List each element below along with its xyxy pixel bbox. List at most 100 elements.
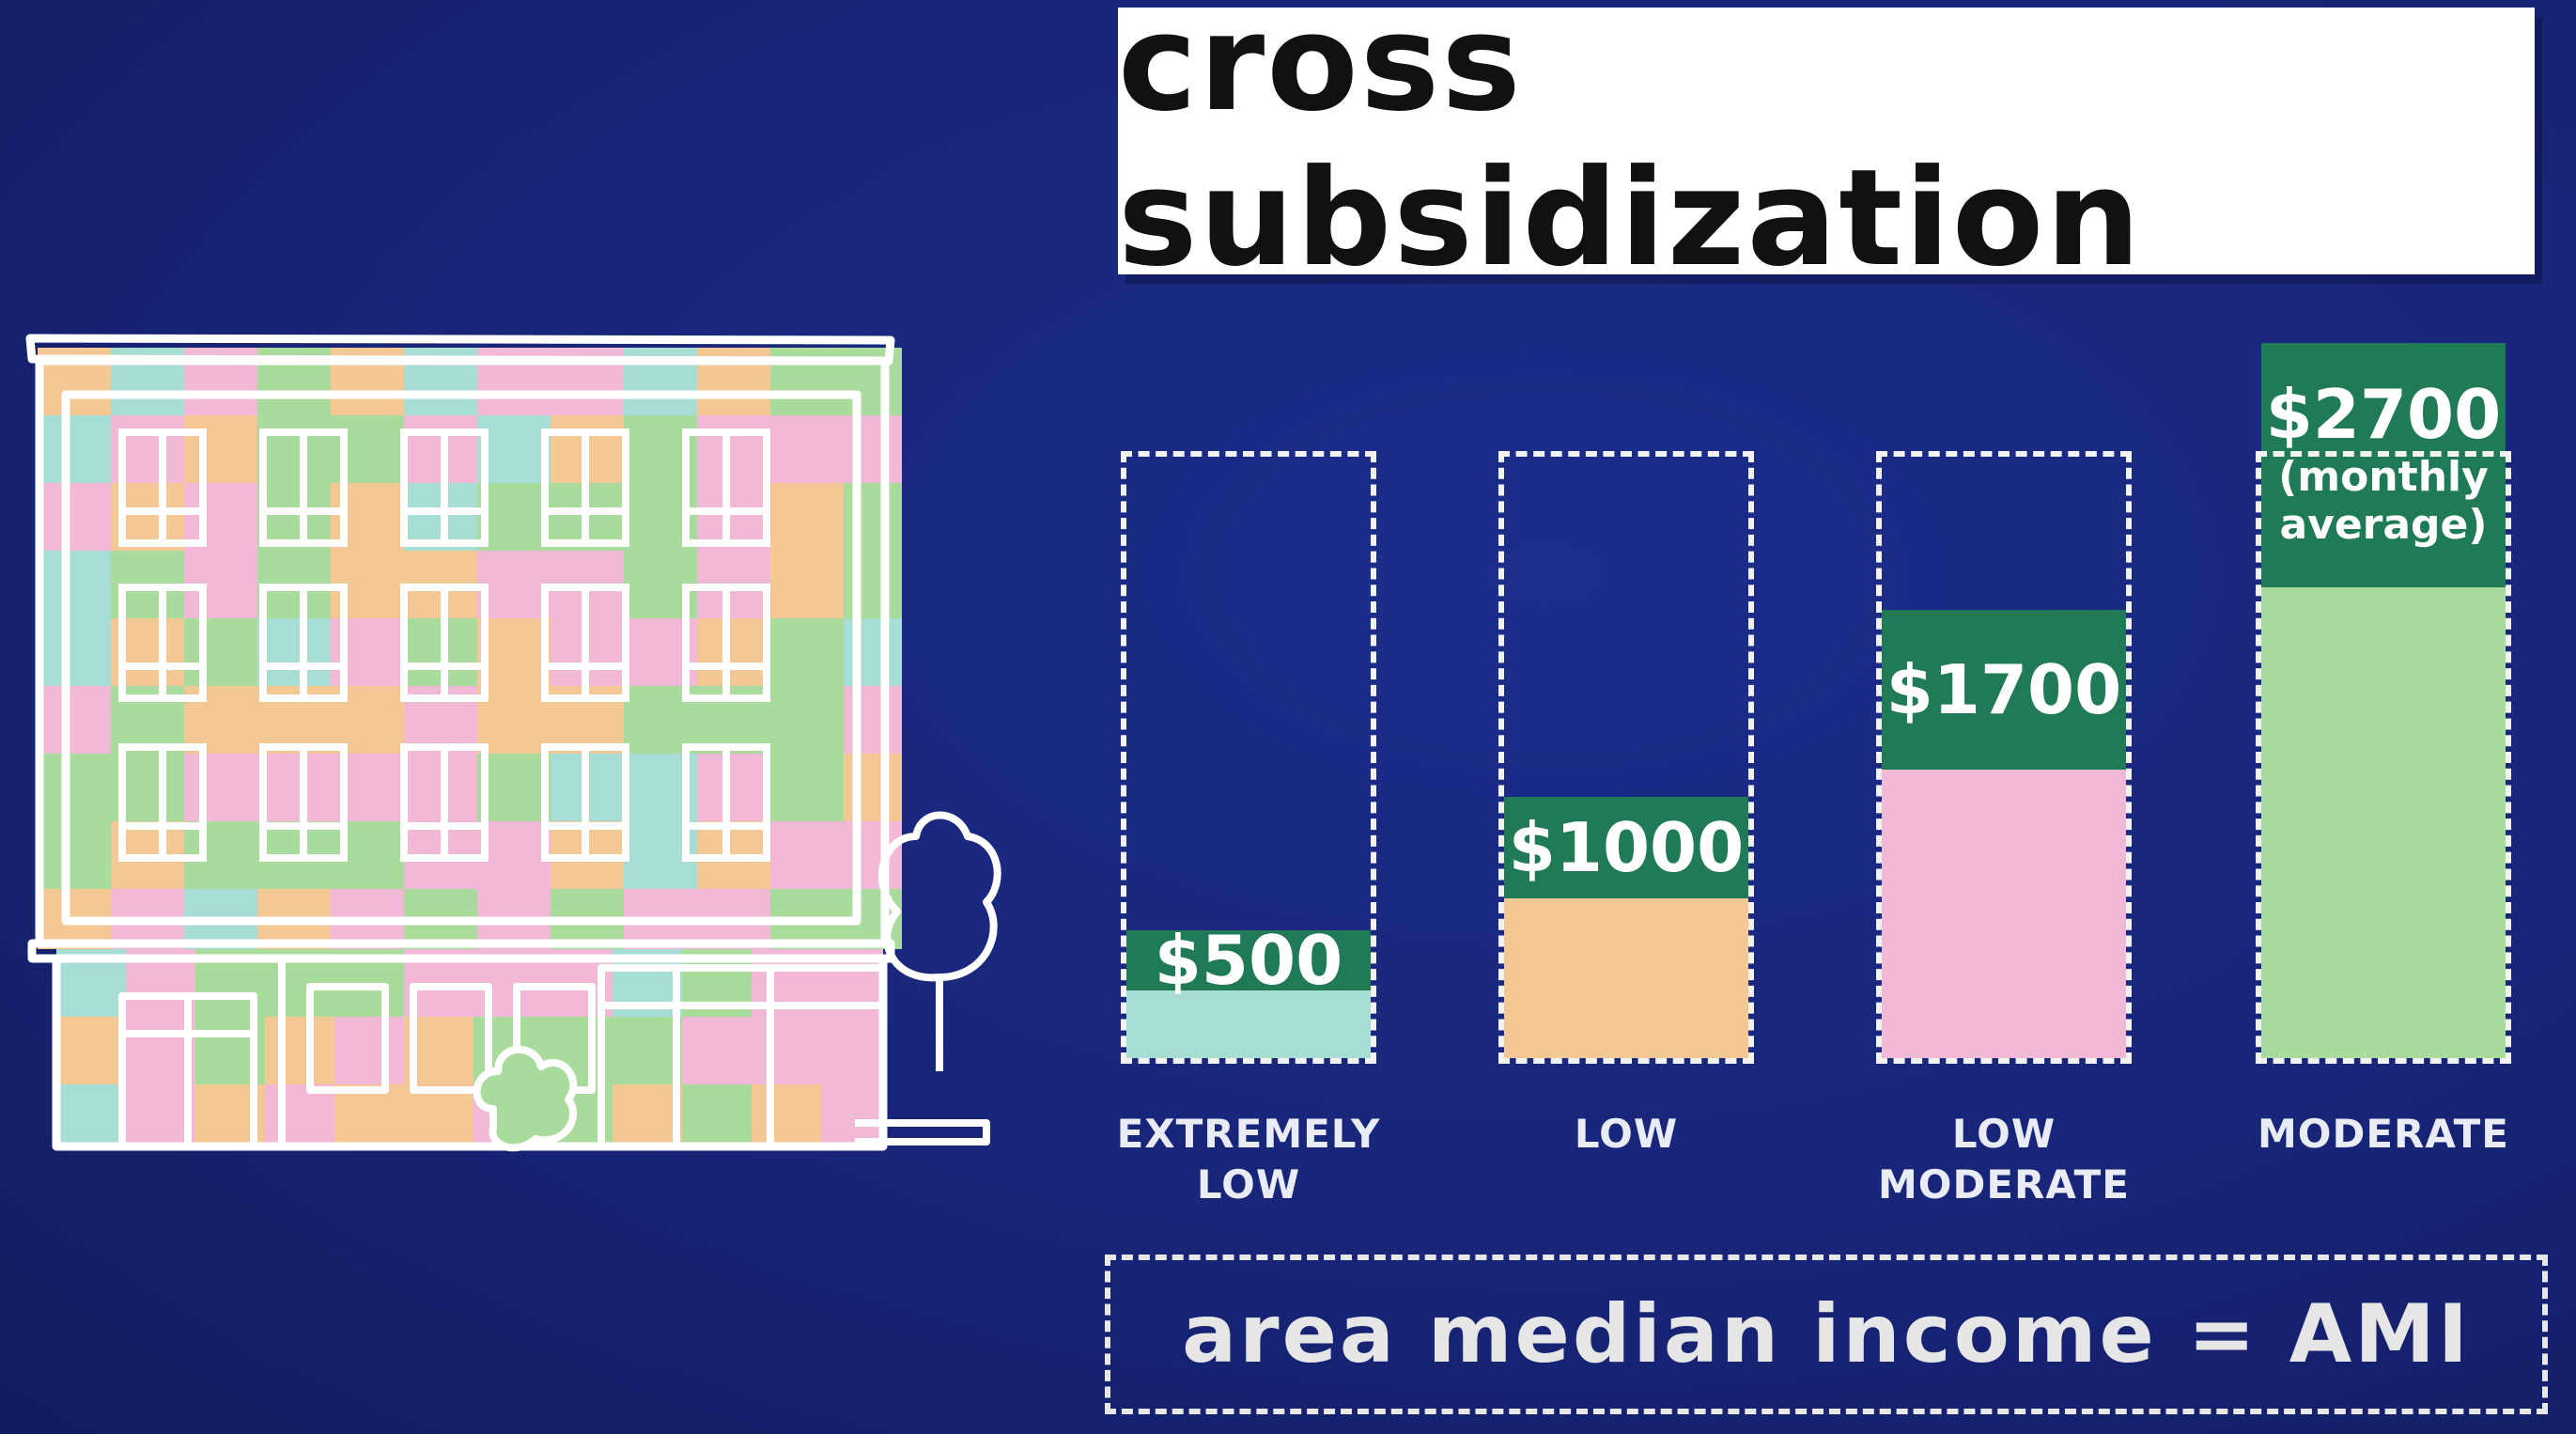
facade-tile (477, 483, 551, 551)
bar-value-tag: $500 (1126, 927, 1371, 994)
bar-note-line-1: (monthly (2278, 453, 2489, 502)
bar-value-tag: $1000 (1504, 796, 1748, 898)
window (541, 743, 629, 862)
facade-tile (38, 686, 111, 754)
facade-tile (38, 821, 111, 889)
bar-fill (2261, 587, 2506, 1058)
category-line-1: LOW (1574, 1111, 1679, 1157)
bar-fill (1882, 770, 2126, 1058)
window (541, 429, 629, 547)
window (118, 429, 207, 547)
bar-low: $1000 (1498, 451, 1754, 1064)
facade-tile (770, 754, 844, 821)
category-line-1: LOW (1951, 1111, 2056, 1157)
ground-planter (855, 1119, 990, 1146)
facade-tile (184, 618, 257, 686)
facade-tile (477, 686, 551, 754)
category-line-1: EXTREMELY (1116, 1111, 1381, 1157)
bar-note-line-2: average) (2279, 501, 2488, 549)
facade-tiles-upper (38, 348, 902, 949)
ami-definition-box: area median income = AMI (1105, 1255, 2548, 1414)
facade-tile (770, 618, 844, 686)
facade-tile (770, 551, 844, 618)
facade-tile (477, 754, 551, 821)
apartment-building-icon (25, 334, 1001, 1152)
window-grid (118, 429, 770, 862)
facade-tile (477, 618, 551, 686)
facade-tile (334, 1017, 404, 1084)
window (400, 584, 489, 702)
facade-tile (404, 1084, 473, 1146)
facade-tile (38, 551, 111, 618)
window (682, 429, 770, 547)
facade-tile (38, 415, 111, 483)
facade-tile (265, 1017, 334, 1084)
bar-note: (monthly average) (2278, 454, 2489, 549)
facade-tile (56, 1017, 126, 1084)
facade-tile (752, 1084, 821, 1146)
window (118, 743, 207, 862)
facade-tile (265, 1084, 334, 1146)
facade-tile (126, 1084, 195, 1146)
facade-tile (770, 415, 844, 483)
storefront (597, 964, 887, 1150)
facade-tile (682, 1017, 752, 1084)
facade-tile (821, 1017, 883, 1084)
facade-tile (477, 821, 551, 889)
bar-extremely-low: $500 (1121, 451, 1376, 1064)
category-line-2: LOW (1196, 1161, 1301, 1208)
facade-tile (257, 415, 331, 483)
category-line-2: MODERATE (1878, 1161, 2130, 1208)
category-label-extremely-low: EXTREMELY LOW (1098, 1109, 1399, 1210)
bush-icon (473, 1045, 578, 1152)
facade-tile (770, 483, 844, 551)
window (682, 584, 770, 702)
facade-tile (126, 1017, 195, 1084)
ground-section-left (56, 955, 286, 1146)
bar-value-label: $1000 (1508, 807, 1745, 887)
facade-tile (56, 1084, 126, 1146)
bar-moderate: $2700 (monthly average) (2256, 343, 2511, 1064)
category-line-1: MODERATE (2258, 1111, 2509, 1157)
bar-value-tag: $1700 (1882, 610, 2126, 771)
window (400, 743, 489, 862)
facade-tile (613, 1017, 682, 1084)
facade-tile (477, 551, 551, 618)
bar-value-label: $500 (1154, 920, 1343, 1000)
ground-window-1 (306, 983, 389, 1094)
facade-tile (334, 1084, 404, 1146)
facade-tile (38, 483, 111, 551)
facade-tile (821, 1084, 883, 1146)
bar-fill (1504, 897, 1748, 1058)
facade-tile (697, 618, 770, 686)
window (682, 743, 770, 862)
window (118, 584, 207, 702)
page-title: cross subsidization (1118, 0, 2143, 296)
window (541, 584, 629, 702)
window (259, 429, 348, 547)
category-label-low-moderate: LOW MODERATE (1854, 1109, 2154, 1210)
window (259, 743, 348, 862)
bar-fill (1126, 990, 1371, 1058)
facade-tile (477, 415, 551, 483)
ground-window-2 (410, 983, 492, 1094)
upper-facade-inner (61, 390, 861, 926)
facade-tile (184, 754, 257, 821)
ami-definition: area median income = AMI (1182, 1287, 2471, 1381)
facade-tiles-lower (56, 949, 883, 1146)
bar-low-moderate: $1700 (1876, 451, 2132, 1064)
facade-tile (38, 618, 111, 686)
facade-tile (38, 754, 111, 821)
facade-tile (682, 1084, 752, 1146)
facade-tile (752, 1017, 821, 1084)
facade-tile (770, 821, 844, 889)
facade-tile (697, 415, 770, 483)
facade-tile (770, 686, 844, 754)
facade-tile (257, 618, 331, 686)
bar-value-label: $2700 (2265, 375, 2502, 455)
title-card: cross subsidization (1118, 0, 2535, 296)
bar-value-label: $1700 (1885, 650, 2122, 730)
category-label-moderate: MODERATE (2233, 1109, 2534, 1160)
facade-tile (613, 1084, 682, 1146)
window (400, 429, 489, 547)
